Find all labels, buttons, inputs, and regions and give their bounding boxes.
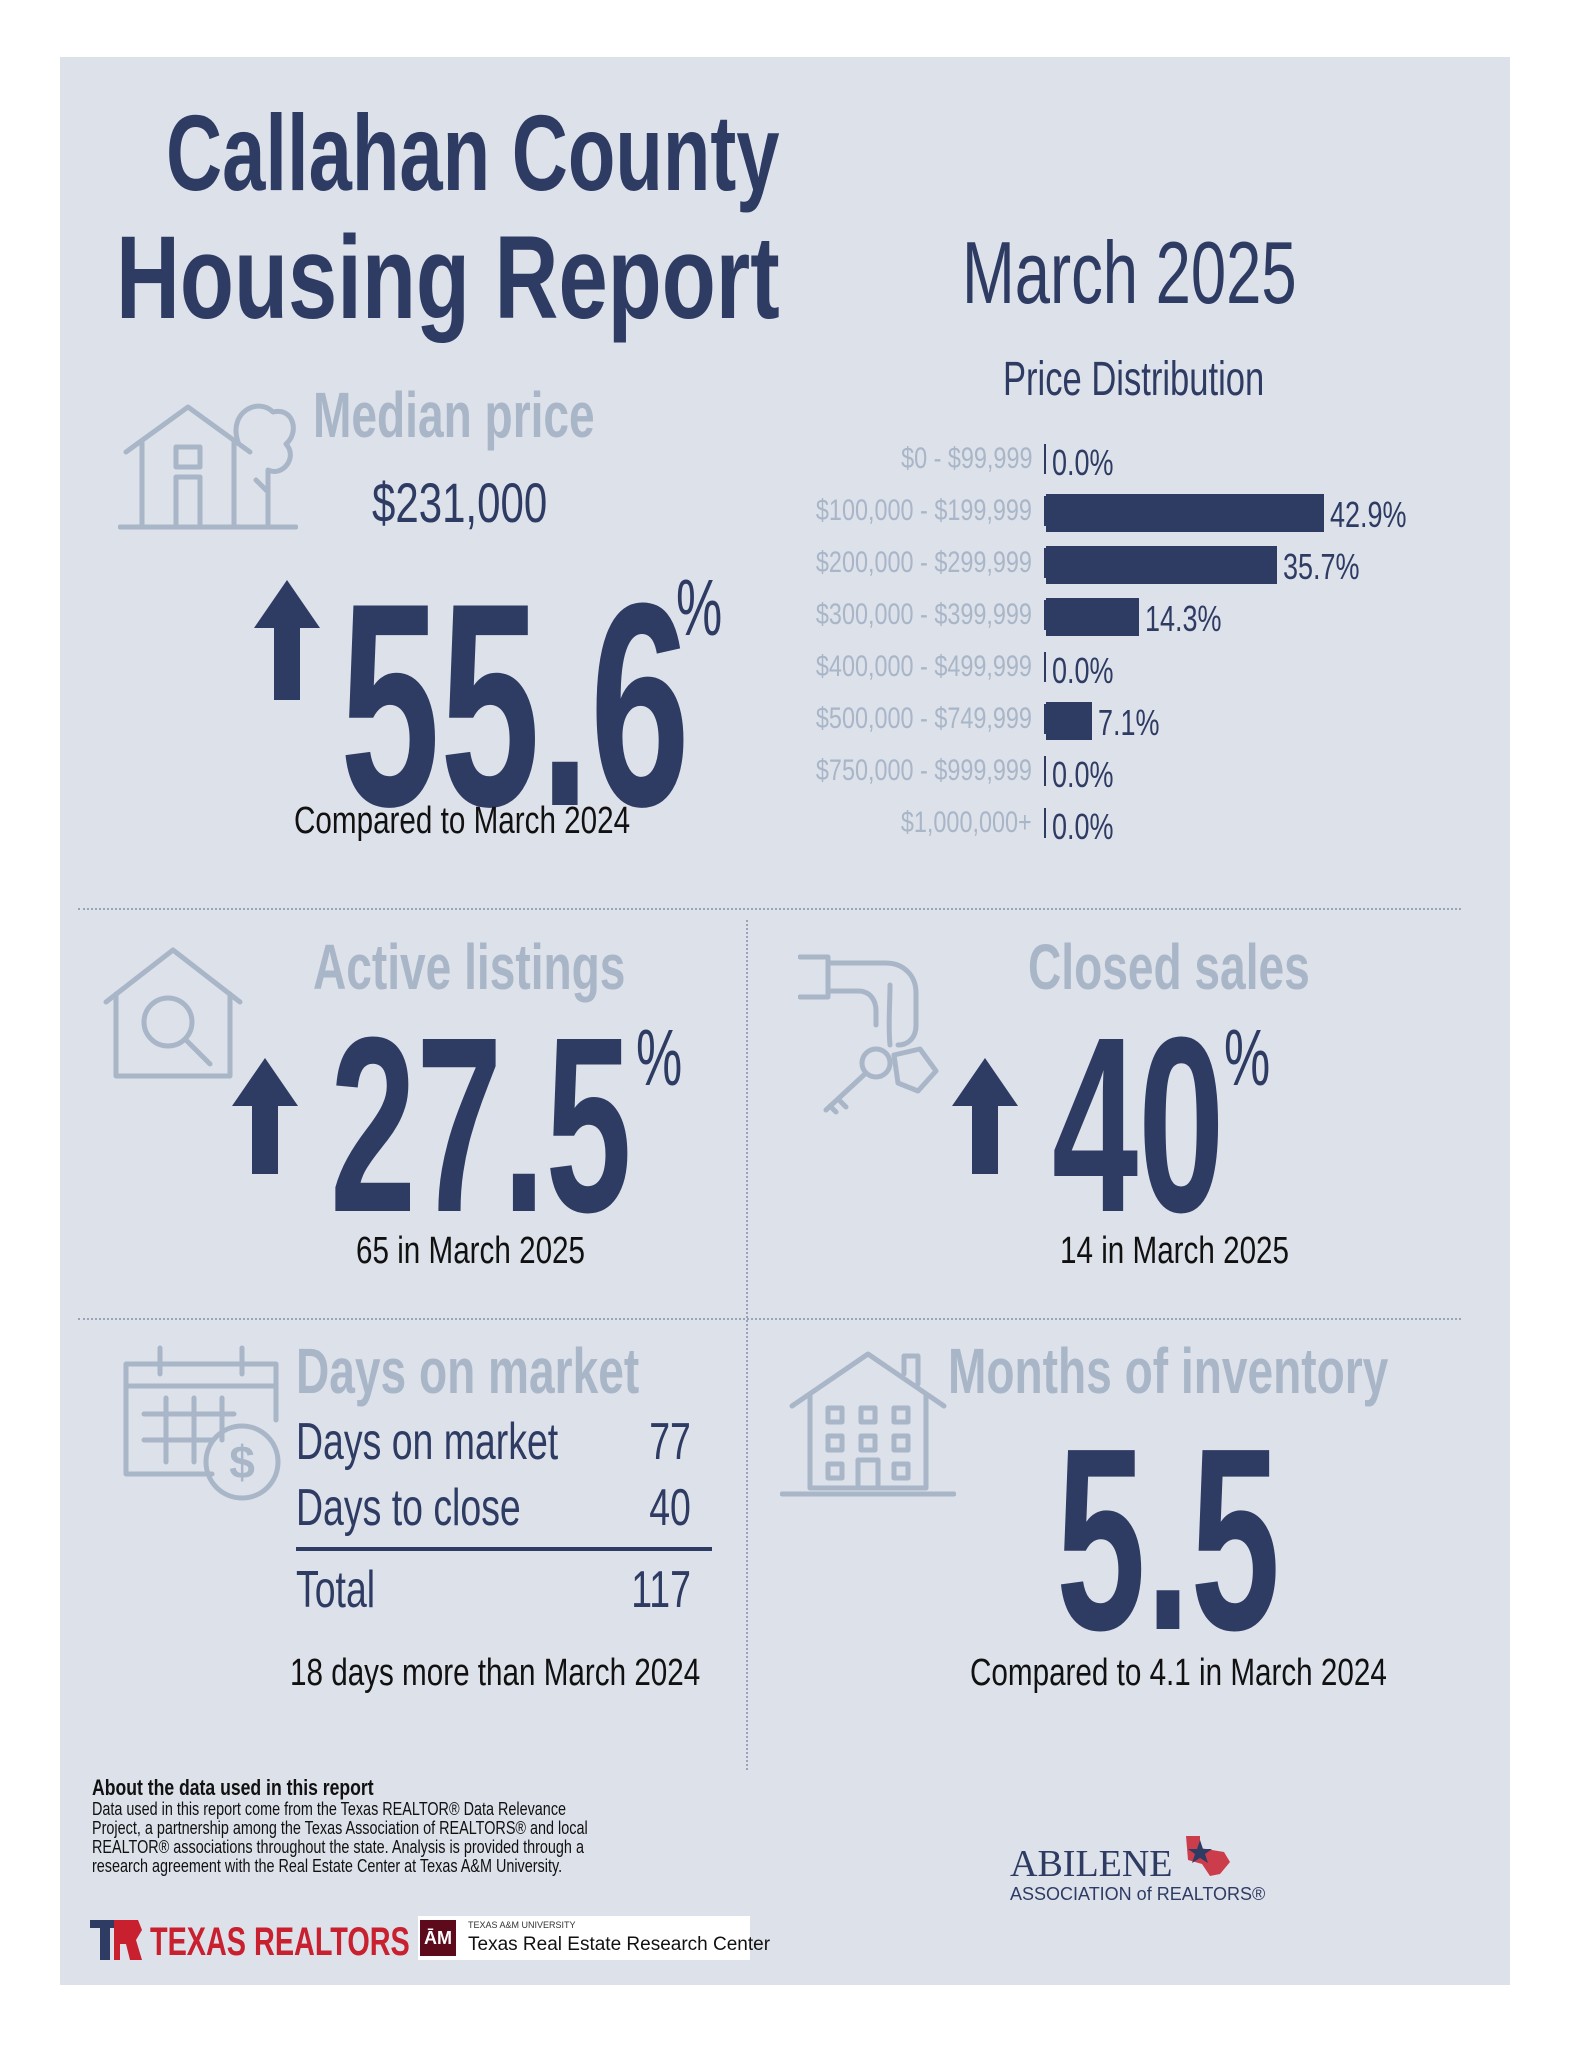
price-distribution-row: $500,000 - $749,999 7.1% — [760, 700, 1480, 743]
median-price-value: $231,000 — [372, 471, 548, 534]
price-distribution-value-label: 14.3% — [1145, 598, 1222, 639]
dom-row-days-to-close: Days to close 40 — [296, 1478, 691, 1538]
price-distribution-axis-tick — [1044, 600, 1046, 630]
median-price-caption: Compared to March 2024 — [294, 800, 631, 842]
about-data-title: About the data used in this report — [92, 1775, 374, 1800]
price-distribution-row: $200,000 - $299,999 35.7% — [760, 544, 1480, 587]
dom-total-key: Total — [296, 1561, 376, 1619]
section-divider — [78, 908, 1461, 910]
dom-total-value: 117 — [631, 1561, 691, 1619]
days-on-market-caption: 18 days more than March 2024 — [290, 1652, 701, 1694]
column-divider — [746, 920, 748, 1770]
abilene-wordmark: ABILENE — [1010, 1843, 1173, 1885]
house-search-icon — [103, 947, 243, 1079]
closed-sales-caption: 14 in March 2025 — [1060, 1230, 1290, 1272]
report-title-housing: Housing Report — [116, 212, 780, 344]
house-tree-icon — [118, 403, 298, 530]
dom-row-total: Total 117 — [296, 1560, 691, 1620]
price-distribution-row: $300,000 - $399,999 14.3% — [760, 596, 1480, 639]
price-distribution-bar — [1046, 702, 1092, 740]
price-distribution-row: $400,000 - $499,999 0.0% — [760, 648, 1480, 691]
price-distribution-row: $0 - $99,999 0.0% — [760, 440, 1480, 483]
svg-text:$: $ — [229, 1436, 255, 1488]
texas-star-icon — [1186, 1836, 1230, 1876]
price-distribution-row: $1,000,000+ 0.0% — [760, 804, 1480, 847]
median-price-percent-sign: % — [676, 563, 723, 652]
tamu-university-label: TEXAS A&M UNIVERSITY — [468, 1920, 576, 1930]
price-distribution-value-label: 0.0% — [1052, 754, 1114, 795]
arrow-up-icon — [952, 1058, 1018, 1174]
price-distribution-axis-tick — [1044, 756, 1046, 786]
active-listings-caption: 65 in March 2025 — [356, 1230, 586, 1272]
price-distribution-axis-tick — [1044, 496, 1046, 526]
tamu-logo: ĀM TEXAS A&M UNIVERSITY Texas Real Estat… — [418, 1916, 770, 1960]
hand-key-icon — [798, 954, 939, 1115]
active-listings-percent-sign: % — [636, 1013, 683, 1102]
abilene-subtitle: ASSOCIATION of REALTORS® — [1010, 1884, 1266, 1904]
about-data-text: Data used in this report come from the T… — [92, 1799, 588, 1876]
arrow-up-icon — [254, 580, 320, 700]
closed-sales-change: 40 — [1052, 985, 1225, 1264]
price-distribution-value-label: 35.7% — [1283, 546, 1360, 587]
price-distribution-axis-tick — [1044, 652, 1046, 682]
price-distribution-value-label: 0.0% — [1052, 442, 1114, 483]
price-distribution-axis-tick — [1044, 808, 1046, 838]
active-listings-change: 27.5 — [330, 985, 632, 1264]
price-distribution-row: $100,000 - $199,999 42.9% — [760, 492, 1480, 535]
dom-row-value: 77 — [649, 1413, 691, 1471]
price-distribution-value-label: 0.0% — [1052, 806, 1114, 847]
report-title-county: Callahan County — [166, 92, 780, 213]
price-range-label: $100,000 - $199,999 — [816, 494, 1032, 527]
dom-row-days-on-market: Days on market 77 — [296, 1412, 691, 1472]
months-inventory-label: Months of inventory — [948, 1335, 1389, 1407]
closed-sales-percent-sign: % — [1224, 1013, 1271, 1102]
closed-sales-label: Closed sales — [1028, 931, 1310, 1003]
price-range-label: $500,000 - $749,999 — [816, 702, 1032, 735]
price-distribution-value-label: 0.0% — [1052, 650, 1114, 691]
texas-realtors-mark-icon — [90, 1920, 142, 1960]
median-price-label: Median price — [313, 379, 595, 451]
price-distribution-axis-tick — [1044, 444, 1046, 474]
arrow-up-icon — [232, 1058, 298, 1174]
calendar-dollar-icon: $ — [123, 1345, 281, 1501]
price-range-label: $750,000 - $999,999 — [816, 754, 1032, 787]
price-distribution-axis-tick — [1044, 704, 1046, 734]
active-listings-label: Active listings — [313, 931, 626, 1003]
price-distribution-row: $750,000 - $999,999 0.0% — [760, 752, 1480, 795]
dom-row-value: 40 — [649, 1479, 691, 1537]
tamu-mark-icon: ĀM — [420, 1920, 456, 1956]
median-price-change: 55.6 — [340, 543, 690, 867]
months-inventory-caption: Compared to 4.1 in March 2024 — [970, 1652, 1387, 1694]
apartment-building-icon — [780, 1351, 956, 1497]
price-range-label: $1,000,000+ — [901, 806, 1032, 839]
price-distribution-axis-tick — [1044, 548, 1046, 578]
report-panel — [60, 57, 1510, 1985]
price-distribution-value-label: 7.1% — [1098, 702, 1160, 743]
price-distribution-title: Price Distribution — [1003, 353, 1265, 406]
months-inventory-value: 5.5 — [1056, 1395, 1281, 1685]
report-month: March 2025 — [962, 223, 1297, 322]
price-distribution-bar — [1046, 598, 1139, 636]
section-divider — [78, 1318, 1461, 1320]
dom-row-key: Days on market — [296, 1413, 559, 1471]
texas-realtors-wordmark: TEXAS REALTORS — [150, 1920, 410, 1964]
price-range-label: $400,000 - $499,999 — [816, 650, 1032, 683]
tamu-center-name: Texas Real Estate Research Center — [468, 1934, 771, 1955]
price-distribution-bar — [1046, 494, 1324, 532]
dom-row-key: Days to close — [296, 1479, 521, 1537]
price-distribution-bar — [1046, 546, 1277, 584]
price-range-label: $0 - $99,999 — [900, 442, 1032, 475]
price-range-label: $200,000 - $299,999 — [816, 546, 1032, 579]
total-rule — [296, 1547, 712, 1551]
days-on-market-label: Days on market — [296, 1335, 640, 1407]
price-range-label: $300,000 - $399,999 — [816, 598, 1032, 631]
price-distribution-value-label: 42.9% — [1330, 494, 1407, 535]
